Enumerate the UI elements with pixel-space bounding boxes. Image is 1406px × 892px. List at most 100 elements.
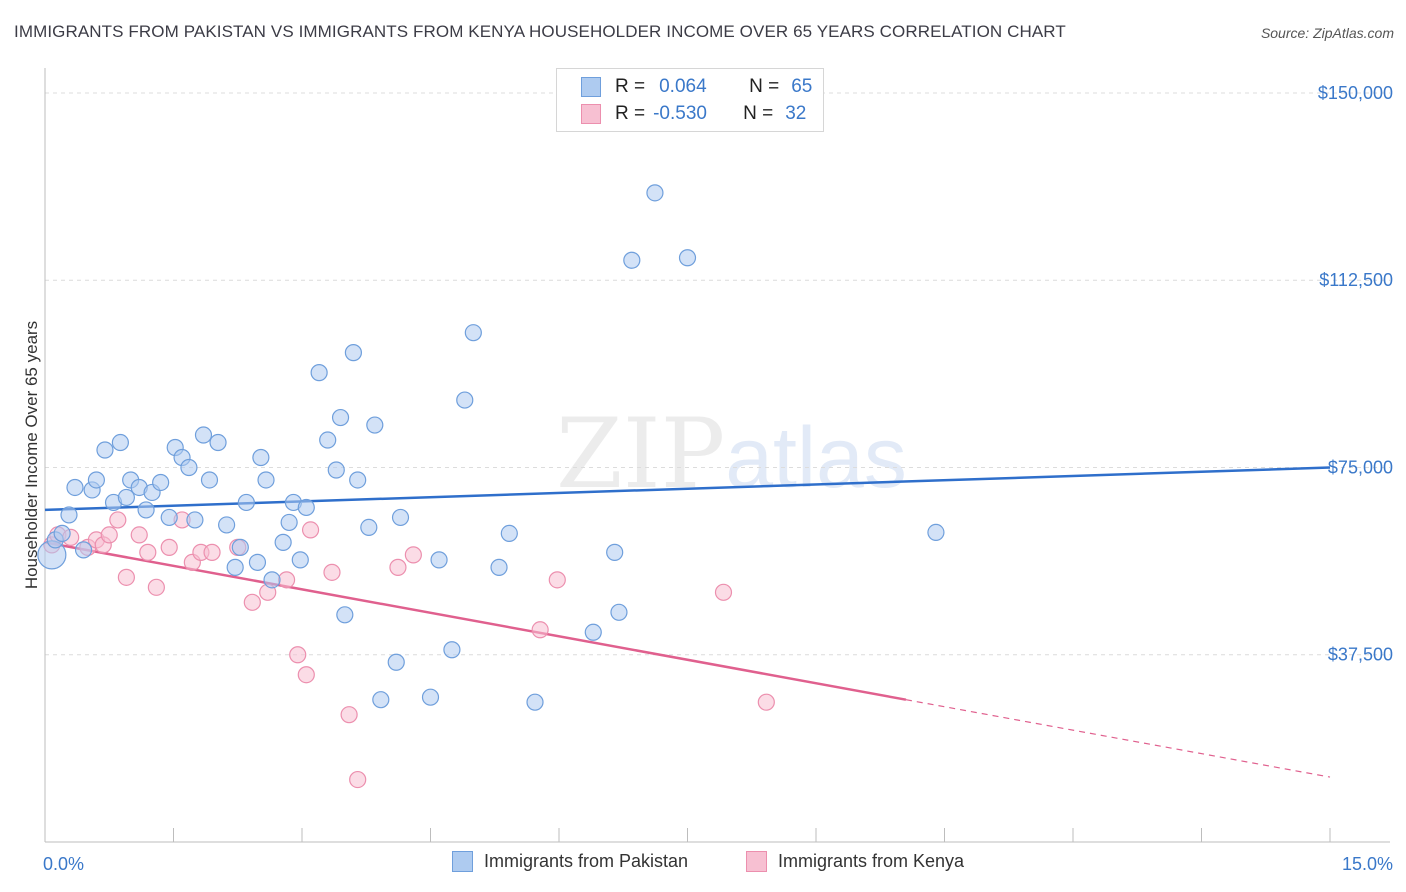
kenya-point [349, 770, 367, 789]
pakistan-point [430, 551, 448, 569]
kenya-point [243, 593, 261, 611]
pakistan-point [194, 426, 213, 444]
pakistan-point [297, 498, 315, 517]
pakistan-point [327, 461, 345, 479]
kenya-point [404, 546, 422, 564]
x-tick-labels: 0.0% 15.0% [43, 854, 1393, 874]
pakistan-point [372, 691, 390, 709]
bottom-kenya-swatch [746, 851, 767, 872]
pakistan-points [37, 184, 945, 711]
pakistan-point [180, 458, 198, 477]
kenya-point [297, 666, 315, 684]
kenya-trend-extension [905, 699, 1331, 778]
pakistan-point [610, 603, 628, 621]
bottom-legend-pakistan: Immigrants from Pakistan [452, 851, 688, 872]
pakistan-point [87, 471, 106, 489]
y-axis-label: Householder Income Over 65 years [22, 321, 41, 589]
kenya-point [203, 543, 221, 561]
pakistan-point [186, 511, 204, 529]
pakistan-point [209, 433, 227, 452]
pakistan-point [623, 251, 641, 269]
pakistan-point [53, 524, 71, 543]
y-tick-label: $37,500 [1328, 645, 1393, 665]
watermark-atlas: atlas [725, 410, 907, 506]
pakistan-point [360, 518, 378, 537]
correlation-legend: R = 0.064 N = 65 R = -0.530 N = 32 [556, 68, 824, 132]
pakistan-point [280, 513, 298, 532]
kenya-point [117, 568, 135, 586]
pakistan-swatch [581, 77, 601, 97]
pakistan-point [344, 344, 362, 362]
pakistan-point [443, 641, 461, 659]
source-label: Source: ZipAtlas.com [1260, 25, 1394, 41]
pakistan-point [646, 184, 664, 202]
pakistan-point [456, 391, 474, 409]
pakistan-point [117, 488, 135, 507]
kenya-point [289, 646, 307, 664]
pakistan-point [60, 506, 78, 524]
pakistan-point [66, 478, 84, 497]
pakistan-point [490, 558, 508, 576]
pakistan-point [331, 408, 350, 427]
legend-row-kenya: R = -0.530 N = 32 [581, 102, 806, 126]
kenya-point [757, 693, 775, 711]
kenya-point [548, 571, 566, 589]
y-tick-label: $150,000 [1318, 83, 1393, 103]
bottom-legend-kenya: Immigrants from Kenya [746, 851, 964, 872]
bottom-pakistan-label: Immigrants from Pakistan [484, 851, 689, 871]
pakistan-point [248, 553, 267, 571]
x-tick-label: 0.0% [43, 854, 84, 874]
kenya-point [109, 511, 127, 529]
pakistan-point [252, 448, 270, 467]
pakistan-point [96, 441, 114, 459]
pakistan-r-label: R = [615, 76, 646, 97]
pakistan-point [237, 493, 255, 512]
pakistan-point [226, 558, 244, 576]
kenya-point [277, 571, 296, 589]
pakistan-point [319, 431, 337, 449]
pakistan-point [464, 324, 482, 342]
pakistan-point [152, 473, 170, 492]
pakistan-point [218, 516, 236, 534]
pakistan-point [274, 533, 292, 551]
kenya-point [301, 521, 320, 539]
pakistan-point [526, 693, 544, 711]
kenya-n-label: N = [743, 103, 774, 124]
chart-title: IMMIGRANTS FROM PAKISTAN VS IMMIGRANTS F… [14, 22, 1066, 41]
bottom-kenya-label: Immigrants from Kenya [778, 851, 965, 871]
pakistan-point [336, 606, 354, 624]
kenya-point [323, 563, 341, 581]
pakistan-point [257, 471, 275, 489]
pakistan-point [74, 541, 93, 559]
pakistan-point [366, 416, 384, 434]
pakistan-point [387, 653, 405, 671]
pakistan-r-value: 0.064 [659, 76, 707, 97]
trend-lines [44, 466, 1331, 778]
pakistan-point [200, 471, 219, 489]
kenya-point [714, 583, 733, 601]
kenya-point [160, 538, 178, 556]
pakistan-point [310, 364, 328, 382]
legend-row-pakistan: R = 0.064 N = 65 [581, 75, 812, 99]
kenya-point [130, 526, 148, 544]
pakistan-point [500, 524, 518, 543]
pakistan-n-label: N = [749, 76, 780, 97]
kenya-points [43, 511, 775, 789]
pakistan-point [349, 471, 367, 489]
kenya-point [139, 543, 157, 561]
axes [44, 68, 1390, 843]
kenya-r-label: R = [615, 103, 646, 124]
y-tick-label: $112,500 [1319, 270, 1393, 290]
pakistan-point [111, 433, 129, 452]
kenya-r-value: -0.530 [653, 103, 707, 124]
pakistan-point [231, 538, 249, 556]
pakistan-point [137, 501, 155, 519]
kenya-trend-line [44, 541, 907, 701]
pakistan-point [160, 508, 178, 527]
kenya-point [389, 558, 407, 576]
kenya-n-value: 32 [785, 103, 807, 124]
pakistan-point [606, 543, 624, 561]
pakistan-point [391, 508, 410, 527]
pakistan-point [421, 688, 440, 706]
pakistan-point [584, 623, 602, 641]
